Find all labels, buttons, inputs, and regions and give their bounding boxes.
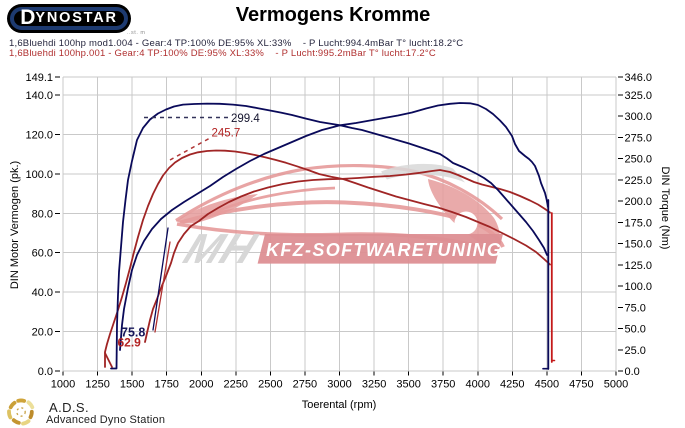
svg-text:300.0: 300.0 <box>625 111 653 123</box>
svg-text:4500: 4500 <box>535 379 559 391</box>
svg-text:4000: 4000 <box>466 379 490 391</box>
svg-text:40.0: 40.0 <box>32 287 53 299</box>
svg-text:75.0: 75.0 <box>625 302 646 314</box>
svg-text:3000: 3000 <box>327 379 351 391</box>
svg-text:2250: 2250 <box>224 379 248 391</box>
svg-text:Toerental (rpm): Toerental (rpm) <box>302 399 377 411</box>
svg-text:100.0: 100.0 <box>625 281 653 293</box>
svg-text:MH: MH <box>173 225 269 272</box>
svg-text:KFZ-SOFTWARETUNING: KFZ-SOFTWARETUNING <box>266 240 502 260</box>
svg-text:149.1: 149.1 <box>25 72 53 84</box>
svg-text:62.9: 62.9 <box>118 336 142 350</box>
svg-text:DIN Motor Vermogen (pk.): DIN Motor Vermogen (pk.) <box>9 161 21 289</box>
svg-text:150.0: 150.0 <box>625 239 653 251</box>
svg-text:140.0: 140.0 <box>25 90 53 102</box>
svg-text:75.8: 75.8 <box>121 326 145 340</box>
svg-text:100.0: 100.0 <box>25 169 53 181</box>
svg-text:3750: 3750 <box>431 379 455 391</box>
svg-text:1000: 1000 <box>51 379 75 391</box>
svg-text:80.0: 80.0 <box>32 208 53 220</box>
svg-text:5000: 5000 <box>604 379 628 391</box>
svg-text:325.0: 325.0 <box>625 90 653 102</box>
svg-text:120.0: 120.0 <box>25 129 53 141</box>
svg-text:275.0: 275.0 <box>625 132 653 144</box>
svg-text:20.0: 20.0 <box>32 327 53 339</box>
svg-text:125.0: 125.0 <box>625 260 653 272</box>
svg-text:1500: 1500 <box>120 379 144 391</box>
svg-text:0.0: 0.0 <box>625 366 640 378</box>
svg-text:245.7: 245.7 <box>212 128 241 140</box>
svg-text:200.0: 200.0 <box>625 196 653 208</box>
svg-text:2000: 2000 <box>189 379 213 391</box>
svg-text:DIN Torque (Nm): DIN Torque (Nm) <box>659 167 671 250</box>
svg-text:2500: 2500 <box>258 379 282 391</box>
svg-text:250.0: 250.0 <box>625 154 653 166</box>
svg-text:4250: 4250 <box>500 379 524 391</box>
svg-text:60.0: 60.0 <box>32 248 53 260</box>
svg-text:25.0: 25.0 <box>625 345 646 357</box>
svg-text:50.0: 50.0 <box>625 324 646 336</box>
svg-text:4750: 4750 <box>569 379 593 391</box>
svg-text:2750: 2750 <box>293 379 317 391</box>
svg-text:1250: 1250 <box>85 379 109 391</box>
svg-text:1750: 1750 <box>154 379 178 391</box>
svg-text:346.0: 346.0 <box>625 72 653 84</box>
svg-text:299.4: 299.4 <box>231 113 260 125</box>
svg-text:0.0: 0.0 <box>38 366 53 378</box>
svg-text:3250: 3250 <box>362 379 386 391</box>
svg-text:3500: 3500 <box>396 379 420 391</box>
svg-text:225.0: 225.0 <box>625 175 653 187</box>
svg-text:175.0: 175.0 <box>625 217 653 229</box>
